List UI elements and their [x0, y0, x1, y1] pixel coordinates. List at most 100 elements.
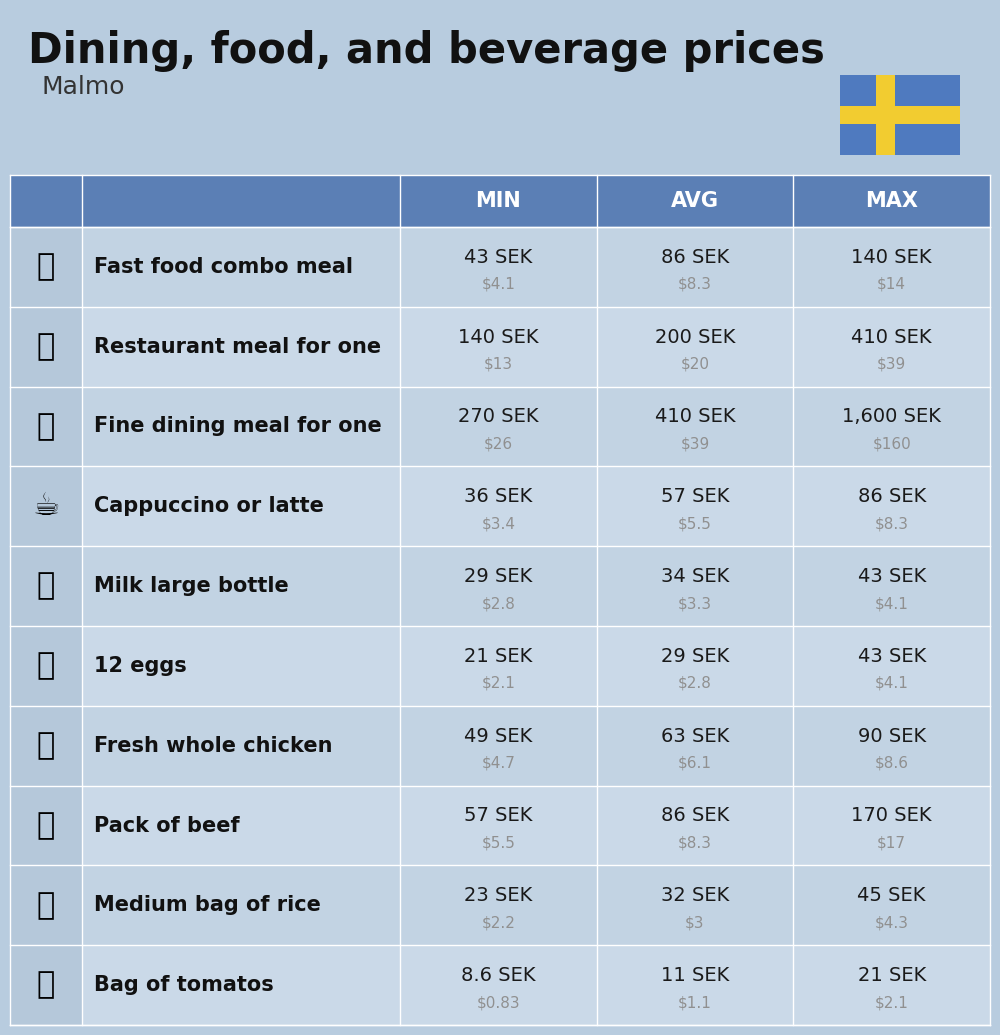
Text: $6.1: $6.1 [678, 756, 712, 771]
Text: $2.2: $2.2 [481, 915, 515, 930]
Bar [10, 865, 990, 945]
Bar [10, 467, 990, 546]
Bar [876, 75, 895, 155]
Text: 23 SEK: 23 SEK [464, 886, 532, 906]
Text: Bag of tomatos: Bag of tomatos [94, 975, 274, 995]
Bar [10, 786, 82, 865]
Bar [10, 546, 82, 626]
Text: 86 SEK: 86 SEK [858, 487, 926, 506]
Text: 410 SEK: 410 SEK [655, 408, 735, 426]
Text: $3.3: $3.3 [678, 596, 712, 611]
Text: 11 SEK: 11 SEK [661, 966, 729, 985]
Text: $2.8: $2.8 [678, 676, 712, 691]
Text: 🍳: 🍳 [37, 332, 55, 361]
Text: 🥚: 🥚 [37, 651, 55, 680]
Text: $17: $17 [877, 835, 906, 851]
Text: 8.6 SEK: 8.6 SEK [461, 966, 536, 985]
Text: 29 SEK: 29 SEK [464, 567, 532, 586]
Text: $26: $26 [484, 437, 513, 451]
Text: $160: $160 [872, 437, 911, 451]
Text: 34 SEK: 34 SEK [661, 567, 729, 586]
Text: 200 SEK: 200 SEK [655, 328, 735, 347]
Text: 🐔: 🐔 [37, 731, 55, 760]
Text: $4.1: $4.1 [875, 676, 909, 691]
Bar [10, 865, 82, 945]
Text: Malmo: Malmo [42, 75, 126, 99]
Bar [10, 546, 990, 626]
Text: 🍔: 🍔 [37, 253, 55, 282]
Bar [840, 75, 960, 155]
Bar [10, 306, 82, 387]
Text: Fast food combo meal: Fast food combo meal [94, 257, 353, 277]
Text: Milk large bottle: Milk large bottle [94, 576, 289, 596]
Text: 12 eggs: 12 eggs [94, 656, 187, 676]
Text: $5.5: $5.5 [678, 516, 712, 531]
Text: 🥛: 🥛 [37, 571, 55, 600]
Text: $8.3: $8.3 [678, 277, 712, 292]
Text: $4.3: $4.3 [875, 915, 909, 930]
Text: 270 SEK: 270 SEK [458, 408, 539, 426]
Bar [10, 387, 82, 467]
Text: 32 SEK: 32 SEK [661, 886, 729, 906]
Text: Fine dining meal for one: Fine dining meal for one [94, 416, 382, 437]
Text: $8.6: $8.6 [875, 756, 909, 771]
Text: 45 SEK: 45 SEK [857, 886, 926, 906]
Text: $13: $13 [484, 357, 513, 372]
Text: 140 SEK: 140 SEK [851, 247, 932, 267]
Text: $2.1: $2.1 [875, 996, 909, 1010]
Bar [10, 467, 82, 546]
Text: 170 SEK: 170 SEK [851, 806, 932, 826]
Text: $4.1: $4.1 [875, 596, 909, 611]
Text: 43 SEK: 43 SEK [464, 247, 532, 267]
Text: $0.83: $0.83 [477, 996, 520, 1010]
Bar [10, 706, 990, 786]
Text: Pack of beef: Pack of beef [94, 816, 240, 835]
Text: Fresh whole chicken: Fresh whole chicken [94, 736, 332, 756]
Bar [10, 306, 990, 387]
Text: 57 SEK: 57 SEK [661, 487, 729, 506]
Text: $2.8: $2.8 [481, 596, 515, 611]
Text: $14: $14 [877, 277, 906, 292]
Text: AVG: AVG [671, 191, 719, 211]
Text: 86 SEK: 86 SEK [661, 247, 729, 267]
Bar [10, 227, 990, 306]
Text: 43 SEK: 43 SEK [858, 567, 926, 586]
Bar [10, 387, 990, 467]
Bar [10, 706, 82, 786]
Text: $1.1: $1.1 [678, 996, 712, 1010]
Text: 86 SEK: 86 SEK [661, 806, 729, 826]
Text: 49 SEK: 49 SEK [464, 727, 532, 745]
Bar [10, 626, 82, 706]
Text: Restaurant meal for one: Restaurant meal for one [94, 336, 381, 357]
Text: $4.7: $4.7 [481, 756, 515, 771]
Text: 29 SEK: 29 SEK [661, 647, 729, 666]
Text: MIN: MIN [475, 191, 521, 211]
Bar [10, 175, 990, 227]
Bar [10, 786, 990, 865]
Bar [10, 626, 990, 706]
Text: 21 SEK: 21 SEK [858, 966, 926, 985]
Text: $8.3: $8.3 [875, 516, 909, 531]
Text: 36 SEK: 36 SEK [464, 487, 532, 506]
Text: Medium bag of rice: Medium bag of rice [94, 895, 321, 915]
Bar [840, 107, 960, 124]
Text: 🍽️: 🍽️ [37, 412, 55, 441]
Bar [10, 227, 82, 306]
Text: $2.1: $2.1 [481, 676, 515, 691]
Text: 140 SEK: 140 SEK [458, 328, 539, 347]
Text: 410 SEK: 410 SEK [851, 328, 932, 347]
Text: 🍚: 🍚 [37, 891, 55, 920]
Text: MAX: MAX [865, 191, 918, 211]
Text: 43 SEK: 43 SEK [858, 647, 926, 666]
Text: $4.1: $4.1 [481, 277, 515, 292]
Text: 90 SEK: 90 SEK [858, 727, 926, 745]
Text: $8.3: $8.3 [678, 835, 712, 851]
Text: ☕: ☕ [32, 492, 60, 521]
Text: $39: $39 [877, 357, 906, 372]
Bar [10, 945, 990, 1025]
Text: 🥩: 🥩 [37, 811, 55, 840]
Text: 57 SEK: 57 SEK [464, 806, 533, 826]
Text: Dining, food, and beverage prices: Dining, food, and beverage prices [28, 30, 825, 72]
Text: $5.5: $5.5 [481, 835, 515, 851]
Text: 🍅: 🍅 [37, 971, 55, 1000]
